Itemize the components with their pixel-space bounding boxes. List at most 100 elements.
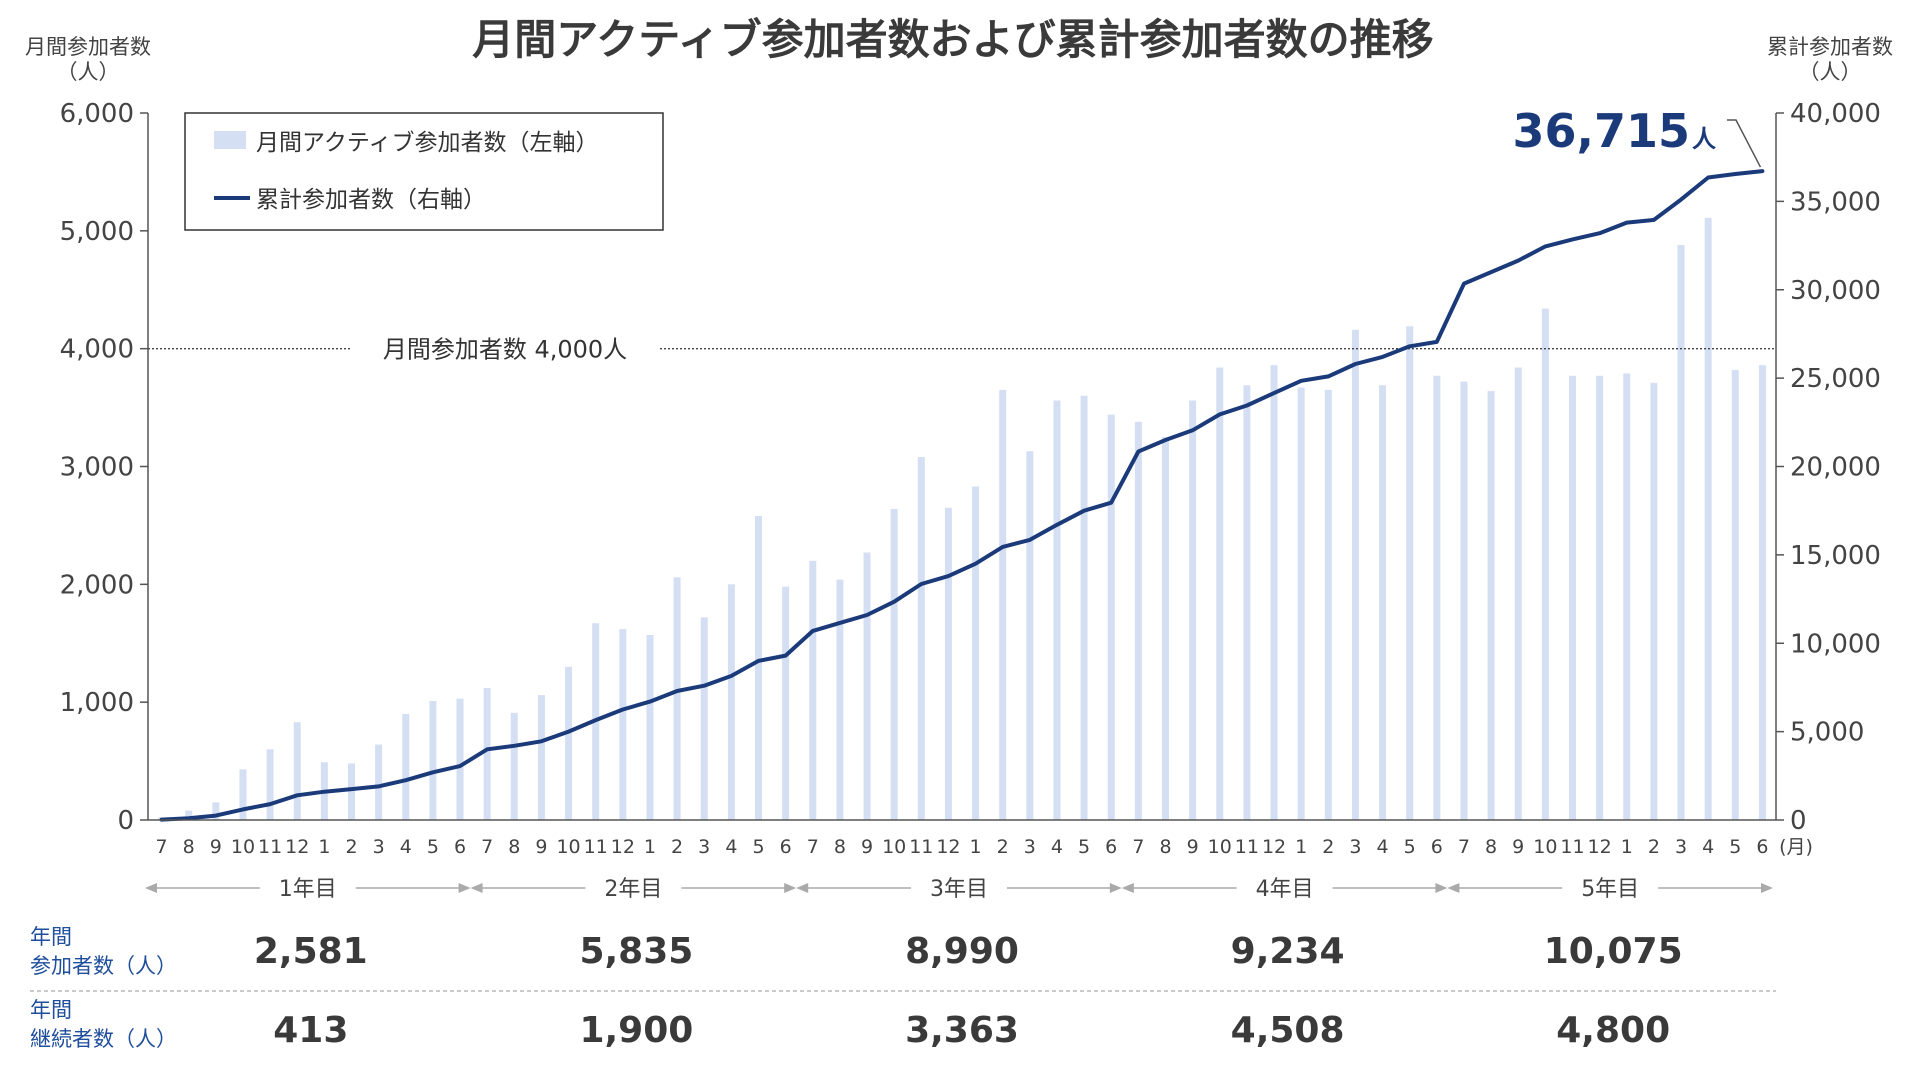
y-right-tick-label-0: 40,000 (1790, 99, 1881, 129)
bar-48 (1460, 381, 1468, 820)
total-unit: 人 (1692, 125, 1716, 153)
month-label-8: 3 (373, 836, 385, 858)
year-arrowhead-right-4 (1761, 883, 1773, 893)
bar-17 (619, 629, 627, 820)
legend-bar-label: 月間アクティブ参加者数（左軸） (256, 130, 598, 156)
bars-layer (158, 217, 1766, 820)
y-left-tick-label-1: 5,000 (60, 217, 134, 247)
bar-52 (1569, 375, 1576, 820)
legend-bar-swatch (214, 131, 246, 149)
y-right-tick-label-8: 0 (1790, 806, 1807, 836)
month-label-6: 1 (318, 836, 330, 858)
month-label-11: 6 (454, 836, 466, 858)
bar-41 (1270, 365, 1278, 820)
year-arrowhead-right-2 (1109, 883, 1122, 893)
bar-40 (1243, 385, 1251, 820)
participants-value-2: 8,990 (905, 931, 1019, 972)
y-right-tick-label-5: 15,000 (1790, 541, 1881, 571)
y-right-tick-label-6: 10,000 (1790, 629, 1881, 659)
year-label-2: 3年目 (930, 877, 988, 902)
month-label-33: 4 (1051, 836, 1063, 858)
y-right-tick-label-3: 25,000 (1790, 364, 1881, 394)
total-annotation: 36,715 人 (1512, 104, 1762, 168)
bar-51 (1541, 308, 1549, 820)
bar-1 (185, 810, 193, 820)
continuing-value-4: 4,800 (1556, 1010, 1670, 1051)
year-arrowhead-left-3 (1121, 883, 1134, 893)
bar-23 (782, 586, 790, 820)
participants-value-1: 5,835 (579, 931, 693, 972)
year-groups: 1年目 2年目 3年目 4年目 5年目 (145, 877, 1773, 902)
bar-47 (1433, 375, 1441, 820)
month-label-22: 5 (752, 836, 764, 858)
bar-25 (836, 579, 844, 820)
month-label-3: 10 (231, 836, 255, 858)
bar-5 (293, 722, 301, 820)
continuing-value-0: 413 (273, 1010, 348, 1051)
bar-26 (863, 552, 871, 820)
bar-38 (1189, 400, 1197, 820)
bar-31 (999, 389, 1007, 820)
bar-24 (809, 560, 817, 820)
bar-21 (727, 584, 735, 820)
month-label-45: 4 (1377, 836, 1389, 858)
reference-label-background (352, 332, 658, 365)
month-label-51: 10 (1533, 836, 1557, 858)
y-left-tick-label-0: 6,000 (60, 99, 134, 129)
month-label-9: 4 (400, 836, 412, 858)
month-label-58: 5 (1729, 836, 1741, 858)
month-label-23: 6 (780, 836, 792, 858)
y-right-tick-label-1: 35,000 (1790, 187, 1881, 217)
month-label-18: 1 (644, 836, 656, 858)
total-value: 36,715 (1512, 104, 1690, 158)
month-label-0: 7 (156, 836, 168, 858)
month-label-46: 5 (1404, 836, 1416, 858)
bar-32 (1026, 451, 1034, 820)
month-label-35: 6 (1105, 836, 1117, 858)
month-label-37: 8 (1159, 836, 1171, 858)
bar-59 (1758, 365, 1766, 820)
y-left-tick-label-4: 2,000 (60, 570, 134, 600)
month-label-14: 9 (535, 836, 547, 858)
bar-8 (375, 744, 383, 820)
y-left-axis-title-line1: 月間参加者数 (25, 35, 151, 59)
month-label-30: 1 (970, 836, 982, 858)
month-label-47: 6 (1431, 836, 1443, 858)
bar-12 (483, 688, 491, 820)
month-label-12: 7 (481, 836, 493, 858)
bar-55 (1650, 382, 1658, 820)
row-participants-label-line1: 年間 (30, 925, 72, 949)
month-label-20: 3 (698, 836, 710, 858)
month-label-17: 12 (611, 836, 635, 858)
bar-56 (1677, 244, 1685, 820)
month-label-34: 5 (1078, 836, 1090, 858)
month-label-44: 3 (1349, 836, 1361, 858)
bar-3 (239, 769, 247, 820)
month-label-41: 12 (1262, 836, 1286, 858)
participants-value-0: 2,581 (254, 931, 368, 972)
reference-line: 月間参加者数 4,000人 (148, 332, 1776, 365)
month-label-56: 3 (1675, 836, 1687, 858)
month-label-31: 2 (997, 836, 1009, 858)
year-label-0: 1年目 (279, 877, 337, 902)
month-label-16: 11 (584, 836, 608, 858)
cumulative-line (159, 169, 1765, 822)
bar-22 (755, 515, 762, 820)
reference-line-label: 月間参加者数 4,000人 (383, 336, 627, 364)
year-label-3: 4年目 (1256, 877, 1314, 902)
month-label-54: 1 (1621, 836, 1633, 858)
y-right-axis-title-line1: 累計参加者数 (1767, 35, 1893, 59)
month-label-50: 9 (1512, 836, 1524, 858)
continuing-value-2: 3,363 (905, 1010, 1019, 1051)
chart-title: 月間アクティブ参加者数および累計参加者数の推移 (472, 15, 1433, 64)
bar-57 (1704, 217, 1712, 820)
bar-58 (1731, 369, 1739, 820)
bar-9 (402, 713, 410, 820)
month-label-42: 1 (1295, 836, 1307, 858)
bar-33 (1053, 400, 1061, 820)
year-arrowhead-left-1 (470, 883, 483, 893)
row-continuing-label-line1: 年間 (30, 998, 72, 1022)
month-label-2: 9 (210, 836, 222, 858)
